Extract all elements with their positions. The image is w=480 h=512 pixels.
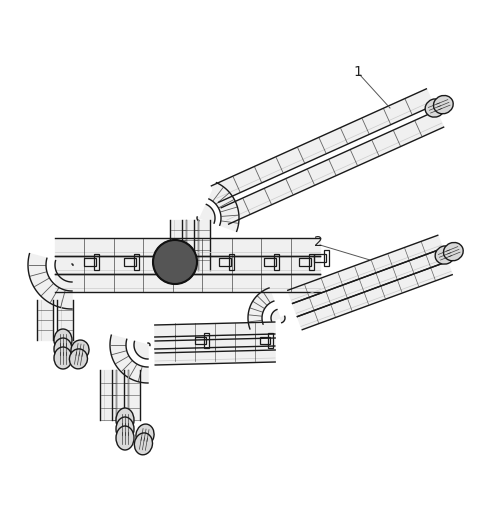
Polygon shape — [248, 288, 274, 329]
Polygon shape — [57, 300, 73, 340]
Polygon shape — [293, 248, 447, 316]
Polygon shape — [55, 238, 320, 256]
Polygon shape — [134, 342, 150, 359]
Ellipse shape — [116, 408, 134, 432]
Ellipse shape — [54, 329, 72, 351]
Text: 2: 2 — [313, 235, 323, 249]
Polygon shape — [194, 220, 210, 270]
Polygon shape — [211, 89, 434, 202]
Ellipse shape — [54, 338, 72, 360]
Ellipse shape — [433, 95, 453, 114]
Ellipse shape — [70, 349, 87, 369]
Polygon shape — [155, 334, 275, 353]
Ellipse shape — [116, 417, 134, 441]
Ellipse shape — [134, 433, 153, 455]
Polygon shape — [182, 220, 198, 270]
Polygon shape — [110, 335, 148, 383]
Polygon shape — [55, 256, 320, 274]
Polygon shape — [298, 262, 452, 330]
Polygon shape — [124, 370, 140, 420]
Ellipse shape — [54, 347, 72, 369]
Polygon shape — [271, 310, 285, 323]
Polygon shape — [221, 111, 444, 224]
Ellipse shape — [425, 99, 445, 117]
Ellipse shape — [71, 340, 89, 360]
Polygon shape — [28, 253, 72, 309]
Circle shape — [153, 240, 197, 284]
Polygon shape — [155, 322, 275, 341]
Polygon shape — [55, 261, 73, 282]
Polygon shape — [100, 370, 116, 420]
Polygon shape — [209, 183, 239, 231]
Polygon shape — [155, 346, 275, 365]
Polygon shape — [37, 300, 53, 340]
Polygon shape — [170, 220, 186, 270]
Polygon shape — [112, 370, 128, 420]
Ellipse shape — [435, 246, 455, 264]
Ellipse shape — [136, 424, 154, 446]
Ellipse shape — [444, 243, 463, 261]
Polygon shape — [288, 236, 443, 304]
Text: 1: 1 — [354, 65, 362, 79]
Ellipse shape — [116, 426, 134, 450]
Polygon shape — [197, 204, 215, 223]
Polygon shape — [55, 274, 320, 292]
